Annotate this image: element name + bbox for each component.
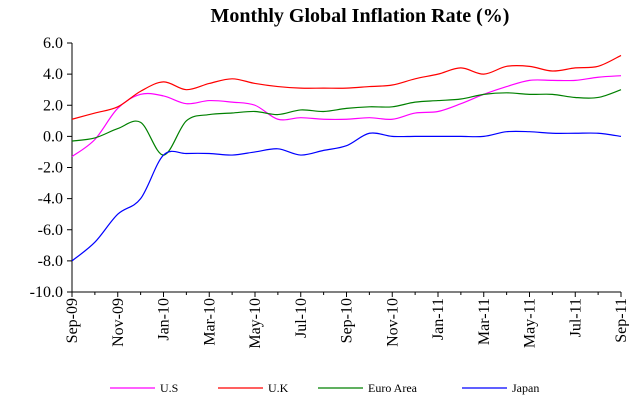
y-tick-label: 0.0: [43, 128, 63, 145]
y-tick-label: -4.0: [38, 191, 63, 208]
y-tick-label: 6.0: [43, 35, 63, 52]
series-line: [71, 130, 622, 262]
series-line: [71, 75, 622, 158]
x-tick-label: Jan-10: [156, 298, 173, 341]
y-tick-label: 2.0: [43, 97, 63, 114]
x-tick-label: Nov-09: [110, 298, 127, 347]
x-tick-label: Jul-11: [567, 298, 584, 337]
x-tick-label: Mar-11: [476, 298, 493, 345]
y-tick-label: 4.0: [43, 66, 63, 83]
x-tick-label: Sep-09: [64, 298, 81, 343]
x-tick-label: Mar-10: [201, 298, 218, 346]
y-tick-label: -8.0: [38, 253, 63, 270]
series-line: [71, 54, 622, 120]
x-tick-label: May-11: [522, 298, 539, 348]
x-tick-label: Jul-10: [293, 298, 310, 338]
legend-label: U.S: [160, 381, 178, 395]
y-tick-label: -6.0: [38, 222, 63, 239]
x-tick-label: Jan-11: [430, 298, 447, 340]
legend-label: U.K: [268, 381, 289, 395]
y-tick-label: -10.0: [30, 284, 63, 301]
x-tick-label: Sep-10: [339, 298, 356, 343]
y-tick-label: -2.0: [38, 160, 63, 177]
x-tick-label: Sep-11: [613, 298, 629, 343]
x-tick-label: May-10: [247, 298, 264, 349]
x-tick-label: Nov-10: [384, 298, 401, 347]
chart-title: Monthly Global Inflation Rate (%): [211, 5, 510, 27]
legend-label: Japan: [512, 381, 539, 395]
legend-label: Euro Area: [368, 381, 418, 395]
